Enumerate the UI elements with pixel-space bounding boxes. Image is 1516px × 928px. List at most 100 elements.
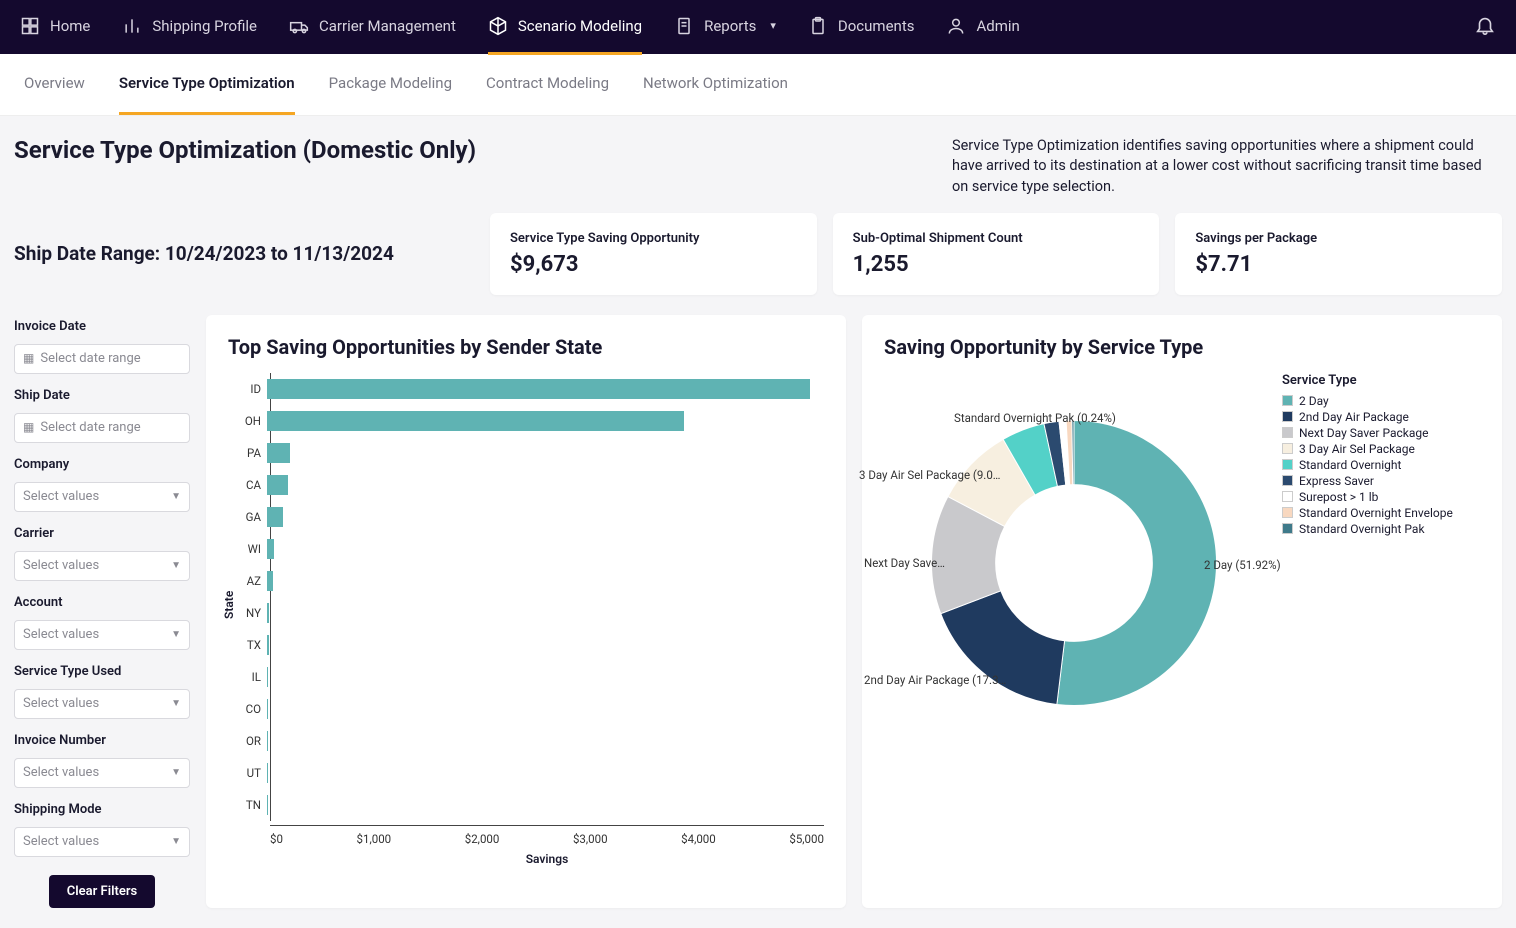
kpi-card: Service Type Saving Opportunity$9,673 <box>490 213 817 295</box>
top-nav: Home Shipping Profile Carrier Management Sc… <box>0 0 1516 54</box>
filter-label: Service Type Used <box>14 664 190 679</box>
topnav-documents[interactable]: Documents <box>808 0 915 55</box>
bar-fill <box>267 667 268 687</box>
topnav-label: Carrier Management <box>319 17 456 35</box>
bar-fill <box>267 507 283 527</box>
filter-company[interactable]: Select values▼ <box>14 482 190 512</box>
legend-label: Surepost > 1 lb <box>1299 490 1378 504</box>
kpi-label: Service Type Saving Opportunity <box>510 231 797 246</box>
topnav-shipping-profile[interactable]: Shipping Profile <box>122 0 257 55</box>
page-title: Service Type Optimization (Domestic Only… <box>14 136 476 164</box>
topnav-reports[interactable]: Reports▾ <box>674 0 776 55</box>
topnav-carrier-management[interactable]: Carrier Management <box>289 0 456 55</box>
chevron-down-icon: ▼ <box>171 836 181 847</box>
bar-category: AZ <box>235 574 267 588</box>
legend-label: Next Day Saver Package <box>1299 426 1428 440</box>
chevron-down-icon: ▼ <box>171 767 181 778</box>
legend-label: Standard Overnight Pak <box>1299 522 1425 536</box>
bar-fill <box>267 411 684 431</box>
subnav-service-type-optimization[interactable]: Service Type Optimization <box>119 54 295 115</box>
bar-category: WI <box>235 542 267 556</box>
bar-fill <box>267 571 273 591</box>
calendar-icon: ▦ <box>23 351 34 365</box>
topnav-home[interactable]: Home <box>20 0 90 55</box>
legend-label: Express Saver <box>1299 474 1374 488</box>
filter-ship-date[interactable]: ▦Select date range <box>14 413 190 443</box>
bar-xtick: $1,000 <box>357 832 392 846</box>
legend-label: 2nd Day Air Package <box>1299 410 1409 424</box>
clear-filters-button[interactable]: Clear Filters <box>49 875 155 908</box>
filter-label: Invoice Date <box>14 319 190 334</box>
bar-x-axis-label: Savings <box>270 852 824 866</box>
subnav-package-modeling[interactable]: Package Modeling <box>329 54 452 115</box>
bar-fill <box>267 731 268 751</box>
kpi-value: $7.71 <box>1195 252 1482 277</box>
legend-item: 3 Day Air Sel Package <box>1282 442 1453 456</box>
legend-swatch <box>1282 395 1293 406</box>
bar-chart-card: Top Saving Opportunities by Sender State… <box>206 315 846 908</box>
bar-row: WI <box>271 533 824 565</box>
legend-item: Standard Overnight Envelope <box>1282 506 1453 520</box>
filter-label: Carrier <box>14 526 190 541</box>
topnav-scenario-modeling[interactable]: Scenario Modeling <box>488 0 642 55</box>
legend-swatch <box>1282 459 1293 470</box>
bar-row: TN <box>271 789 824 821</box>
legend-swatch <box>1282 523 1293 534</box>
chevron-down-icon: ▼ <box>171 629 181 640</box>
calendar-icon: ▦ <box>23 420 34 434</box>
kpi-label: Sub-Optimal Shipment Count <box>853 231 1140 246</box>
bar-category: CA <box>235 478 267 492</box>
filter-invoice-date[interactable]: ▦Select date range <box>14 344 190 374</box>
chevron-down-icon: ▼ <box>171 560 181 571</box>
filter-shipping-mode[interactable]: Select values▼ <box>14 827 190 857</box>
subnav-network-optimization[interactable]: Network Optimization <box>643 54 788 115</box>
filter-label: Invoice Number <box>14 733 190 748</box>
bar-row: GA <box>271 501 824 533</box>
bar-xtick: $0 <box>270 832 283 846</box>
legend-item: Surepost > 1 lb <box>1282 490 1453 504</box>
bar-row: UT <box>271 757 824 789</box>
bar-fill <box>267 379 810 399</box>
bar-fill <box>267 443 290 463</box>
subnav-overview[interactable]: Overview <box>24 54 85 115</box>
main-content: Invoice Date▦Select date rangeShip Date▦… <box>0 315 1516 928</box>
chevron-down-icon: ▾ <box>770 19 776 32</box>
bar-fill <box>267 699 268 719</box>
kpi-label: Savings per Package <box>1195 231 1482 246</box>
bar-category: PA <box>235 446 267 460</box>
topnav-admin[interactable]: Admin <box>946 0 1019 55</box>
filter-label: Account <box>14 595 190 610</box>
subnav-contract-modeling[interactable]: Contract Modeling <box>486 54 609 115</box>
kpi-card: Sub-Optimal Shipment Count1,255 <box>833 213 1160 295</box>
bar-category: TX <box>235 638 267 652</box>
topnav-label: Scenario Modeling <box>518 17 642 35</box>
filter-label: Shipping Mode <box>14 802 190 817</box>
legend-item: Standard Overnight Pak <box>1282 522 1453 536</box>
donut-callout: 2 Day (51.92%) <box>1204 558 1281 572</box>
filters-panel: Invoice Date▦Select date rangeShip Date▦… <box>14 315 190 908</box>
topnav-label: Shipping Profile <box>152 17 257 35</box>
legend-item: 2nd Day Air Package <box>1282 410 1453 424</box>
bar-fill <box>267 635 269 655</box>
donut-chart-card: Saving Opportunity by Service Type 2 Day… <box>862 315 1502 908</box>
legend-swatch <box>1282 411 1293 422</box>
filter-service-type-used[interactable]: Select values▼ <box>14 689 190 719</box>
bar-fill <box>267 763 268 783</box>
donut-chart-title: Saving Opportunity by Service Type <box>884 335 1480 359</box>
legend-item: Standard Overnight <box>1282 458 1453 472</box>
filter-invoice-number[interactable]: Select values▼ <box>14 758 190 788</box>
legend-item: 2 Day <box>1282 394 1453 408</box>
bar-category: OH <box>235 414 267 428</box>
filter-carrier[interactable]: Select values▼ <box>14 551 190 581</box>
notifications-bell-icon[interactable] <box>1474 14 1496 40</box>
donut-chart: 2 Day (51.92%)2nd Day Air Package (17.3…… <box>884 373 1264 753</box>
bar-xtick: $2,000 <box>465 832 500 846</box>
bar-category: TN <box>235 798 267 812</box>
bar-row: IL <box>271 661 824 693</box>
filter-account[interactable]: Select values▼ <box>14 620 190 650</box>
bar-fill <box>267 475 288 495</box>
bar-chart: State IDOHPACAGAWIAZNYTXILCOORUTTN $0$1,… <box>228 373 824 866</box>
filter-label: Company <box>14 457 190 472</box>
bar-row: OR <box>271 725 824 757</box>
donut-callout: Standard Overnight Pak (0.24%) <box>954 411 1116 425</box>
